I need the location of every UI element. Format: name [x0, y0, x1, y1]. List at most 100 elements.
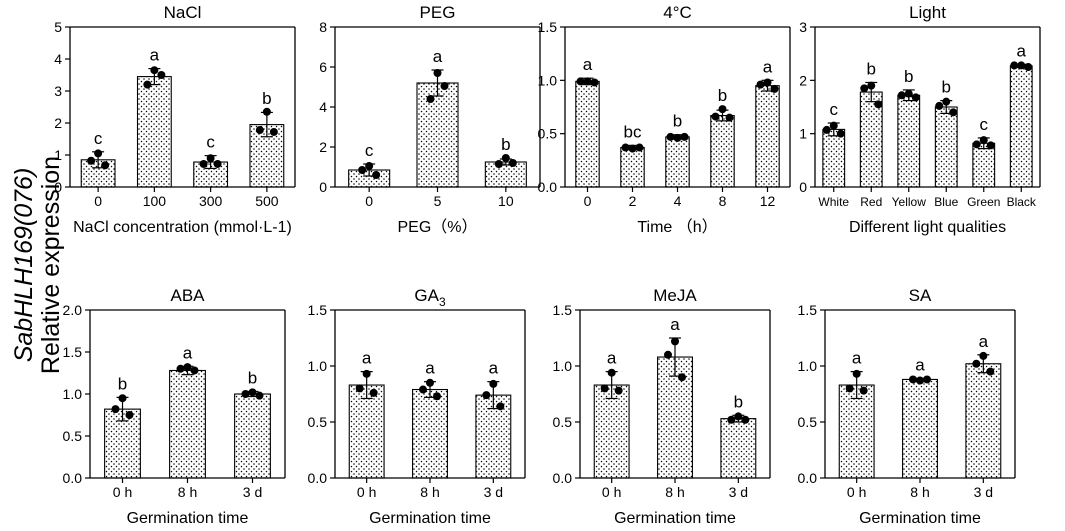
data-point — [183, 363, 192, 372]
data-point — [494, 160, 503, 168]
data-point — [255, 126, 264, 135]
data-point — [255, 391, 264, 400]
x-tick-label: 8 — [719, 193, 727, 209]
x-tick-label: 3 d — [243, 484, 262, 500]
bar — [575, 80, 600, 188]
chart-title-subscript: 3 — [439, 295, 446, 309]
x-tick-label: Red — [860, 195, 882, 209]
data-point — [635, 143, 644, 152]
significance-letter: b — [673, 112, 682, 131]
x-tick-label: 0 h — [602, 484, 621, 500]
data-point — [419, 385, 427, 394]
bar — [416, 82, 459, 188]
significance-letter: bc — [624, 122, 642, 141]
data-point — [949, 108, 958, 117]
chart-title-main: GA — [414, 286, 439, 305]
bar — [657, 356, 693, 479]
data-point — [176, 364, 185, 373]
data-point — [111, 405, 120, 414]
bar — [934, 106, 958, 188]
bar — [822, 128, 846, 188]
data-point — [614, 386, 623, 395]
data-point — [590, 78, 599, 87]
data-point — [671, 337, 679, 346]
bar — [710, 114, 735, 188]
data-point — [440, 82, 449, 90]
data-point — [87, 156, 96, 165]
significance-letter: a — [583, 55, 593, 74]
data-point — [143, 80, 152, 89]
x-axis-title: Germination time — [859, 510, 981, 527]
data-point — [1017, 61, 1026, 70]
data-point — [911, 93, 920, 102]
data-point — [979, 351, 988, 360]
y-tick-label: 3 — [54, 83, 62, 99]
data-point — [426, 378, 434, 387]
x-tick-label: 300 — [199, 193, 223, 209]
significance-letter: a — [1017, 41, 1027, 60]
data-point — [845, 384, 854, 393]
data-point — [836, 129, 845, 138]
significance-letter: a — [852, 349, 862, 368]
data-point — [628, 144, 637, 153]
x-axis-title: Different light qualities — [849, 219, 1006, 236]
x-axis-title: PEG（%） — [397, 218, 477, 236]
data-point — [199, 159, 208, 168]
chart-title: Light — [909, 3, 946, 22]
x-tick-label: 8 h — [665, 484, 684, 500]
chart-panel-nacl: 0 1 2 3 4 5 c 0 a 100 c 300 b 500 NaCl NaCl concentrati… — [54, 3, 296, 236]
x-tick-label: Blue — [934, 195, 958, 209]
data-point — [489, 379, 498, 388]
chart-panel-ga3: 0.0 0.5 1.0 1.5 a 0 h a 8 h a 3 d GA3 Germination t… — [308, 286, 526, 527]
x-axis-title: NaCl concentration (mmol·L-1) — [73, 219, 292, 236]
data-point — [680, 132, 689, 141]
x-tick-label: 2 — [629, 193, 637, 209]
data-point — [101, 161, 110, 170]
chart-title: NaCl — [164, 3, 202, 22]
data-point — [118, 394, 127, 403]
y-tick-label: 1.0 — [63, 386, 83, 402]
data-point — [718, 105, 727, 114]
data-point — [583, 77, 592, 86]
y-tick-label: 0.5 — [538, 126, 558, 142]
bar — [965, 363, 1002, 479]
x-tick-label: 4 — [674, 193, 682, 209]
chart-panel-light: 0 1 2 3 c White b Red b Yellow b Blue c Green a Black Li… — [799, 3, 1041, 236]
data-point — [496, 402, 505, 411]
y-tick-label: 1.5 — [538, 19, 558, 35]
chart-panel-4-c: 0.0 0.5 1.0 1.5 a 0 bc 2 b 4 b 8 a 12 4°C Time （h） — [538, 3, 791, 236]
y-tick-label: 0 — [799, 179, 807, 195]
y-tick-label: 6 — [319, 59, 327, 75]
data-point — [852, 369, 861, 378]
x-tick-label: 3 d — [974, 484, 993, 500]
chart-title: ABA — [170, 286, 205, 305]
data-point — [725, 113, 734, 122]
significance-letter: a — [763, 57, 773, 76]
y-tick-label: 0.5 — [308, 414, 328, 430]
bar — [897, 94, 921, 188]
data-point — [269, 127, 278, 136]
data-point — [727, 415, 736, 424]
data-point — [482, 391, 491, 400]
y-tick-label: 2.0 — [63, 302, 83, 318]
data-point — [190, 366, 199, 375]
significance-letter: b — [904, 67, 913, 86]
data-point — [972, 140, 981, 149]
chart-title: PEG — [420, 3, 456, 22]
significance-letter: a — [433, 47, 443, 66]
bar — [412, 388, 448, 479]
x-tick-label: 8 h — [420, 484, 439, 500]
data-point — [986, 141, 995, 150]
significance-letter: c — [830, 100, 839, 119]
data-point — [923, 375, 931, 384]
x-tick-label: 0 h — [357, 484, 376, 500]
y-tick-label: 2 — [319, 139, 327, 155]
significance-letter: c — [94, 129, 103, 148]
data-point — [248, 388, 257, 397]
x-axis-title: Germination time — [614, 510, 736, 527]
x-tick-label: Green — [967, 195, 1000, 209]
data-point — [362, 369, 371, 378]
data-point — [942, 97, 951, 106]
y-tick-label: 1 — [799, 126, 807, 142]
